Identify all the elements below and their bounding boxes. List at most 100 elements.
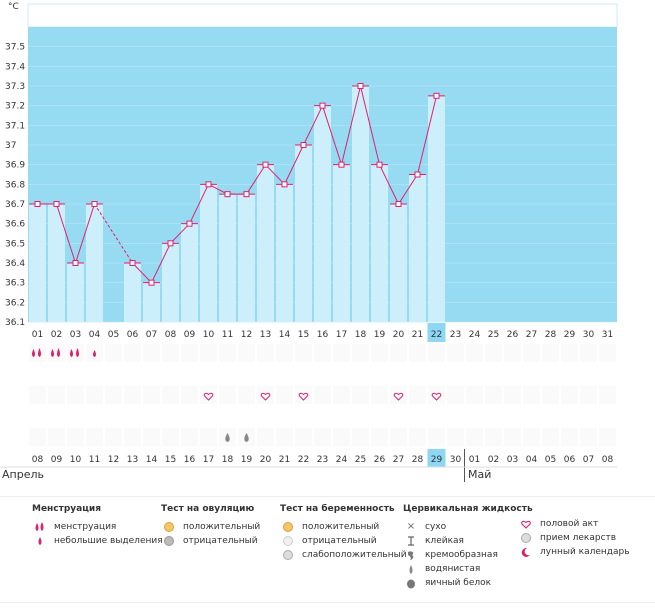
marker-cell	[295, 428, 312, 446]
day-bar	[371, 164, 388, 322]
marker-cell	[276, 344, 293, 362]
legend-cervical: Цервикальная жидкость × сухо клейкая кре…	[403, 502, 533, 590]
marker-cell	[276, 428, 293, 446]
legend-label: небольшие выделения	[54, 536, 163, 546]
marker-cell	[143, 406, 160, 424]
marker-cell	[599, 386, 616, 404]
marker-cell	[276, 364, 293, 382]
marker-cell	[200, 344, 217, 362]
day-bar	[219, 194, 236, 322]
marker-cell	[447, 364, 464, 382]
marker-rows	[29, 344, 616, 446]
day-bar	[181, 223, 198, 322]
marker-cell	[257, 364, 274, 382]
day-bar	[162, 243, 179, 322]
drops-icon	[32, 521, 48, 533]
line-segment	[379, 164, 399, 205]
marker-cell	[314, 428, 331, 446]
legend-label: клейкая	[425, 536, 464, 546]
cycle-day-label: 07	[146, 330, 157, 340]
data-point	[357, 83, 364, 89]
legend-item: кремообразная	[403, 548, 533, 562]
legend-item: небольшие выделения	[32, 534, 163, 548]
y-tick-label: 37.2	[5, 102, 25, 112]
calendar-date-label: 30	[450, 455, 462, 465]
marker-cell	[485, 386, 502, 404]
calendar-date-label: 24	[336, 455, 348, 465]
marker-cell	[162, 406, 179, 424]
marker-cell	[67, 344, 84, 362]
creamy-icon	[403, 550, 419, 561]
drops-icon	[70, 349, 73, 357]
calendar-date-labels: 08 09 10 11 12 13 14 15 16 17 18 19 20 21 22 23 24 25 26 27…	[0, 449, 617, 482]
negative-test-icon	[280, 536, 296, 546]
cycle-day-label: 25	[488, 330, 499, 340]
y-tick-label: 36.3	[5, 279, 25, 289]
marker-cell	[599, 344, 616, 362]
data-point	[186, 220, 193, 227]
calendar-date-label: 16	[184, 455, 196, 465]
legend-item: отрицательный	[280, 534, 407, 548]
marker-cell	[143, 428, 160, 446]
marker-cell	[352, 386, 369, 404]
legend-ovulation: Тест на овуляцию положительный отрицател…	[161, 502, 260, 548]
day-bar	[257, 164, 274, 322]
marker-cell	[295, 406, 312, 424]
y-axis-ticks: 37.5 37.4 37.3 37.2 37.1 37 36.9 36.8 36.7 36.6 36…	[5, 43, 25, 328]
marker-cell	[523, 406, 540, 424]
day-bar	[48, 204, 65, 322]
drops-icon	[76, 348, 79, 357]
calendar-date-label: 19	[241, 455, 253, 465]
cycle-day-label: 19	[374, 330, 386, 340]
calendar-date-label: 25	[355, 455, 366, 465]
legend-item: яичный белок	[403, 576, 533, 590]
calendar-date-label: 10	[70, 455, 82, 465]
calendar-date-label: 12	[108, 455, 119, 465]
calendar-date-label: 08	[602, 455, 614, 465]
legend-item: половой акт	[518, 517, 630, 531]
drop-icon	[93, 350, 96, 357]
line-segment	[94, 203, 133, 264]
calendar-date-label: 29	[431, 455, 443, 465]
marker-cell	[314, 344, 331, 362]
legend-item: водянистая	[403, 562, 533, 576]
legend-label: положительный	[183, 522, 261, 532]
marker-cell	[447, 386, 464, 404]
day-bar	[124, 263, 141, 322]
data-point	[243, 191, 250, 198]
marker-cell	[542, 386, 559, 404]
y-tick-label: 36.9	[5, 161, 25, 171]
marker-cell	[333, 406, 350, 424]
y-tick-label: 36.4	[5, 259, 25, 269]
line-segment	[75, 203, 95, 264]
marker-cell	[580, 344, 597, 362]
marker-cell	[390, 406, 407, 424]
calendar-date-label: 01	[469, 455, 480, 465]
cycle-day-labels: 01 02 03 04 05 06 07 08 09 10 11 12 13 14 15 16 17 18 19 20…	[32, 323, 613, 342]
legend-item: отрицательный	[161, 534, 260, 548]
legend-label: положительный	[302, 522, 380, 532]
marker-cell	[124, 364, 141, 382]
marker-cell	[580, 406, 597, 424]
cycle-day-label: 27	[526, 330, 537, 340]
cycle-day-label: 30	[583, 330, 595, 340]
marker-cell	[181, 386, 198, 404]
marker-cell	[599, 406, 616, 424]
marker-cell	[447, 406, 464, 424]
calendar-date-label: 08	[32, 455, 44, 465]
marker-cell	[238, 386, 255, 404]
line-segment	[189, 184, 209, 224]
calendar-date-label: 23	[317, 455, 328, 465]
day-bar	[29, 204, 46, 322]
data-point	[167, 240, 174, 247]
marker-cell	[48, 406, 65, 424]
marker-cell	[48, 344, 65, 362]
cycle-day-label: 14	[279, 330, 291, 340]
marker-cell	[409, 344, 426, 362]
marker-cell	[29, 406, 46, 424]
day-bar	[276, 184, 293, 322]
legend-label: прием лекарств	[540, 533, 617, 543]
data-point	[262, 161, 269, 168]
marker-cell	[599, 428, 616, 446]
marker-cell	[542, 364, 559, 382]
